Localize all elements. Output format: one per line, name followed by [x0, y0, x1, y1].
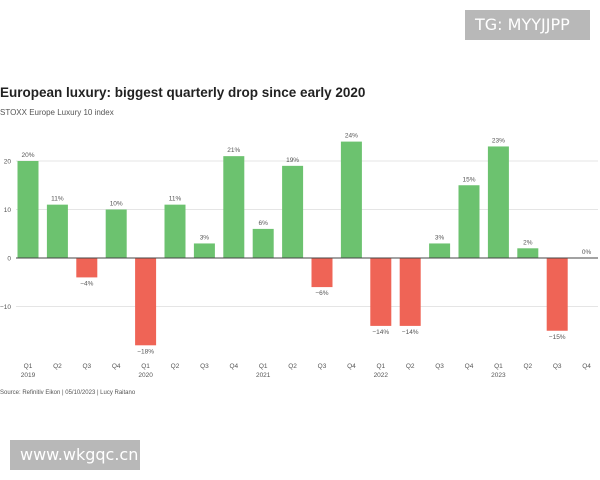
- data-label: 11%: [51, 196, 64, 203]
- data-label: −4%: [80, 280, 93, 287]
- watermark-bottom: www.wkgqc.cn: [10, 440, 140, 470]
- x-tick-label: Q2: [53, 363, 62, 370]
- bar: [105, 209, 127, 258]
- data-label: 11%: [169, 196, 182, 203]
- data-label: −14%: [372, 329, 389, 336]
- y-tick-label: 0: [7, 256, 11, 263]
- x-tick-label: Q4: [465, 363, 474, 370]
- x-tick-label: Q2: [288, 363, 297, 370]
- data-label: 15%: [462, 176, 475, 183]
- data-label: 3%: [435, 234, 445, 241]
- x-year-label: 2019: [21, 372, 36, 379]
- x-tick-label: Q1: [24, 363, 33, 370]
- data-label: 20%: [21, 152, 34, 159]
- y-tick-label: 10: [4, 207, 12, 214]
- x-year-label: 2020: [138, 372, 153, 379]
- data-label: 6%: [258, 220, 268, 227]
- data-label: 21%: [227, 147, 240, 154]
- bar: [458, 185, 480, 258]
- x-tick-label: Q3: [318, 363, 327, 370]
- bar: [429, 243, 451, 258]
- data-label: −18%: [137, 348, 154, 355]
- x-tick-label: Q2: [523, 363, 532, 370]
- x-tick-label: Q4: [347, 363, 356, 370]
- data-label: −15%: [549, 334, 566, 341]
- bar: [46, 204, 68, 258]
- bar: [311, 258, 333, 288]
- y-tick-label: 20: [4, 159, 12, 166]
- x-tick-label: Q1: [376, 363, 385, 370]
- x-tick-label: Q1: [259, 363, 268, 370]
- y-tick-label: −10: [0, 304, 11, 311]
- bar: [252, 228, 274, 258]
- bar: [17, 161, 39, 258]
- chart-title: European luxury: biggest quarterly drop …: [0, 85, 366, 100]
- bar: [282, 165, 304, 258]
- x-tick-label: Q3: [553, 363, 562, 370]
- bar: [193, 243, 215, 258]
- x-tick-label: Q3: [82, 363, 91, 370]
- data-label: 3%: [200, 234, 210, 241]
- data-label: 23%: [492, 137, 505, 144]
- x-year-label: 2021: [256, 372, 271, 379]
- bar: [340, 141, 362, 258]
- chart-subtitle: STOXX Europe Luxury 10 index: [0, 108, 114, 117]
- x-tick-label: Q3: [435, 363, 444, 370]
- data-label: 10%: [110, 201, 123, 208]
- data-label: 0%: [582, 249, 592, 256]
- x-tick-label: Q4: [582, 363, 591, 370]
- chart-source: Source: Refinitiv Eikon | 05/10/2023 | L…: [0, 390, 136, 396]
- bar: [223, 156, 245, 258]
- watermark-top: TG: MYYJJPP: [465, 10, 590, 40]
- data-label: −14%: [402, 329, 419, 336]
- bar: [135, 258, 157, 346]
- x-tick-label: Q1: [141, 363, 150, 370]
- bar: [487, 146, 509, 258]
- x-tick-label: Q3: [200, 363, 209, 370]
- x-tick-label: Q2: [406, 363, 415, 370]
- x-tick-label: Q4: [229, 363, 238, 370]
- x-year-label: 2022: [374, 372, 389, 379]
- x-year-label: 2023: [491, 372, 506, 379]
- data-label: 2%: [523, 239, 533, 246]
- data-label: 19%: [286, 157, 299, 164]
- x-tick-label: Q1: [494, 363, 503, 370]
- bar: [164, 204, 186, 258]
- x-tick-label: Q4: [112, 363, 121, 370]
- bar: [517, 248, 539, 258]
- bar: [370, 258, 392, 326]
- bar: [76, 258, 98, 278]
- bar: [546, 258, 568, 331]
- data-label: −6%: [315, 290, 328, 297]
- bar: [399, 258, 421, 326]
- data-label: 24%: [345, 133, 358, 140]
- x-tick-label: Q2: [171, 363, 180, 370]
